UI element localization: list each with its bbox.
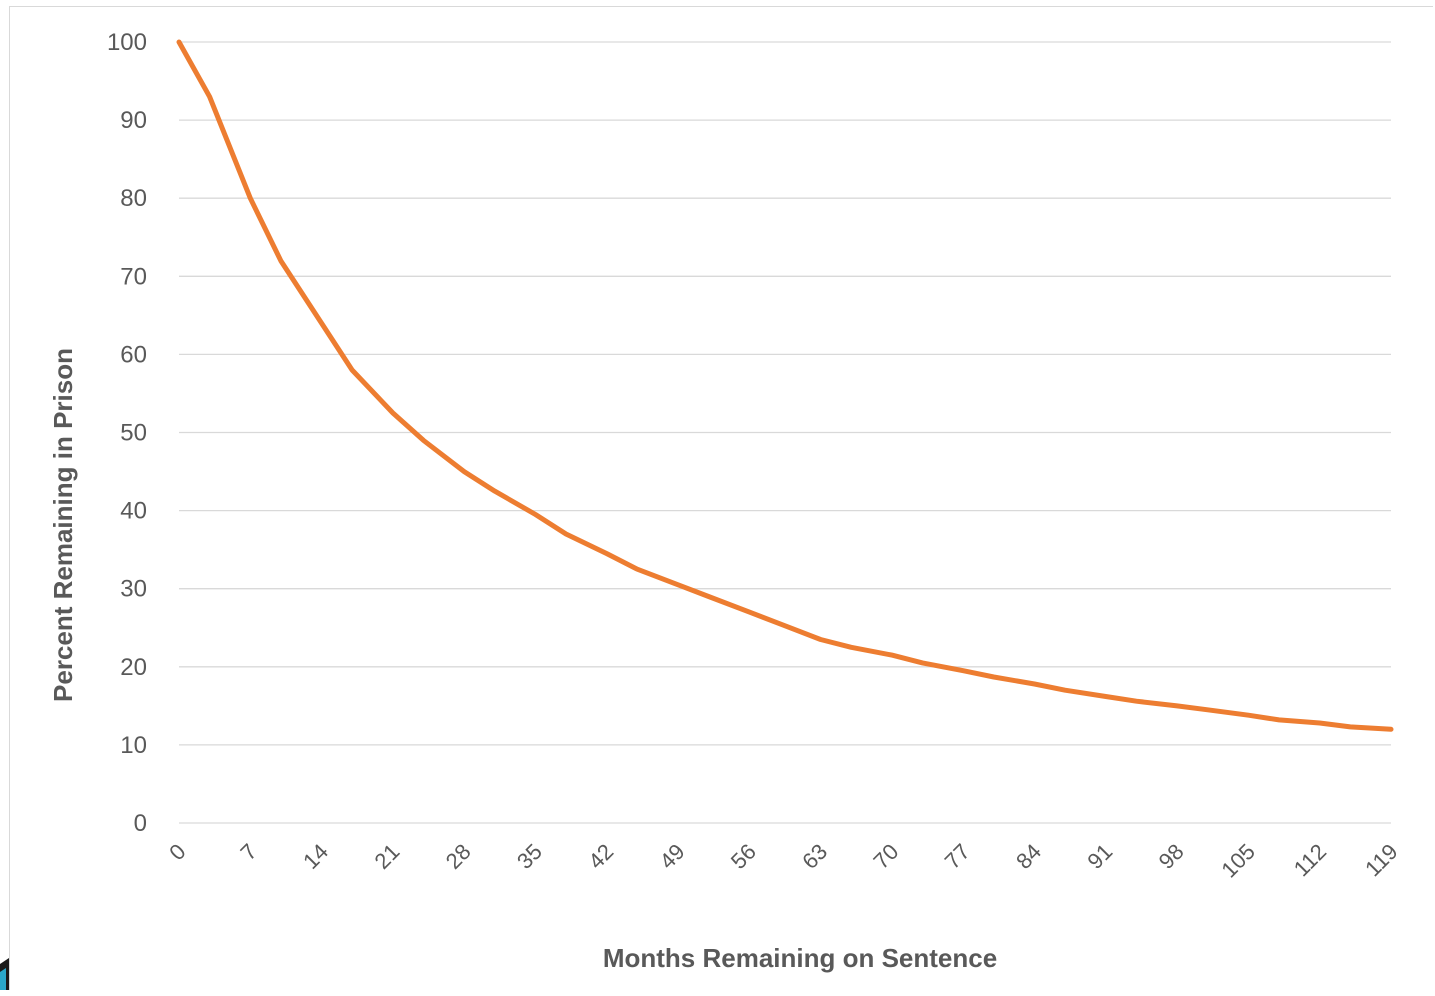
x-tick-label: 49	[655, 839, 690, 874]
x-tick-label: 84	[1011, 839, 1046, 874]
x-axis-title: Months Remaining on Sentence	[603, 943, 997, 973]
x-tick-label: 98	[1154, 839, 1189, 874]
y-tick-label: 50	[120, 420, 147, 447]
y-tick-label: 90	[120, 107, 147, 134]
line-chart: 0 10 20 30 40 50 60 70 80 90 100 0 7 14 21 28 35 42 49 56 6…	[48, 29, 1403, 973]
x-tick-label: 70	[868, 839, 903, 874]
x-tick-label: 91	[1082, 839, 1117, 874]
x-tick-label: 14	[298, 839, 333, 874]
x-tick-label: 28	[441, 839, 476, 874]
x-tick-label: 0	[164, 839, 190, 865]
y-tick-label: 0	[134, 810, 147, 837]
x-axis-ticks: 0 7 14 21 28 35 42 49 56 63 70 77 84 91 98 105 112 119	[164, 839, 1402, 883]
x-tick-label: 112	[1289, 839, 1331, 881]
x-tick-label: 7	[235, 839, 261, 865]
series-line	[176, 39, 1394, 732]
y-tick-label: 80	[120, 185, 147, 212]
x-tick-label: 35	[512, 839, 547, 874]
y-axis-title: Percent Remaining in Prison	[48, 348, 78, 702]
x-tick-label: 105	[1216, 839, 1260, 883]
x-tick-label: 119	[1360, 839, 1402, 881]
series-layer	[176, 39, 1394, 732]
y-tick-label: 70	[120, 263, 147, 290]
y-axis-ticks: 0 10 20 30 40 50 60 70 80 90 100	[107, 29, 147, 837]
x-tick-label: 42	[583, 839, 618, 874]
x-tick-label: 63	[797, 839, 832, 874]
x-tick-label: 21	[369, 839, 404, 874]
y-tick-label: 60	[120, 341, 147, 368]
chart-frame: 0 10 20 30 40 50 60 70 80 90 100 0 7 14 21 28 35 42 49 56 6…	[9, 6, 1433, 990]
y-tick-label: 10	[120, 732, 147, 759]
y-tick-label: 40	[120, 498, 147, 525]
x-tick-label: 77	[940, 839, 975, 874]
y-tick-label: 100	[107, 29, 147, 56]
x-tick-label: 56	[726, 839, 761, 874]
y-tick-label: 20	[120, 654, 147, 681]
corner-decoration	[0, 958, 9, 990]
gridlines	[179, 41, 1391, 824]
y-tick-label: 30	[120, 576, 147, 603]
